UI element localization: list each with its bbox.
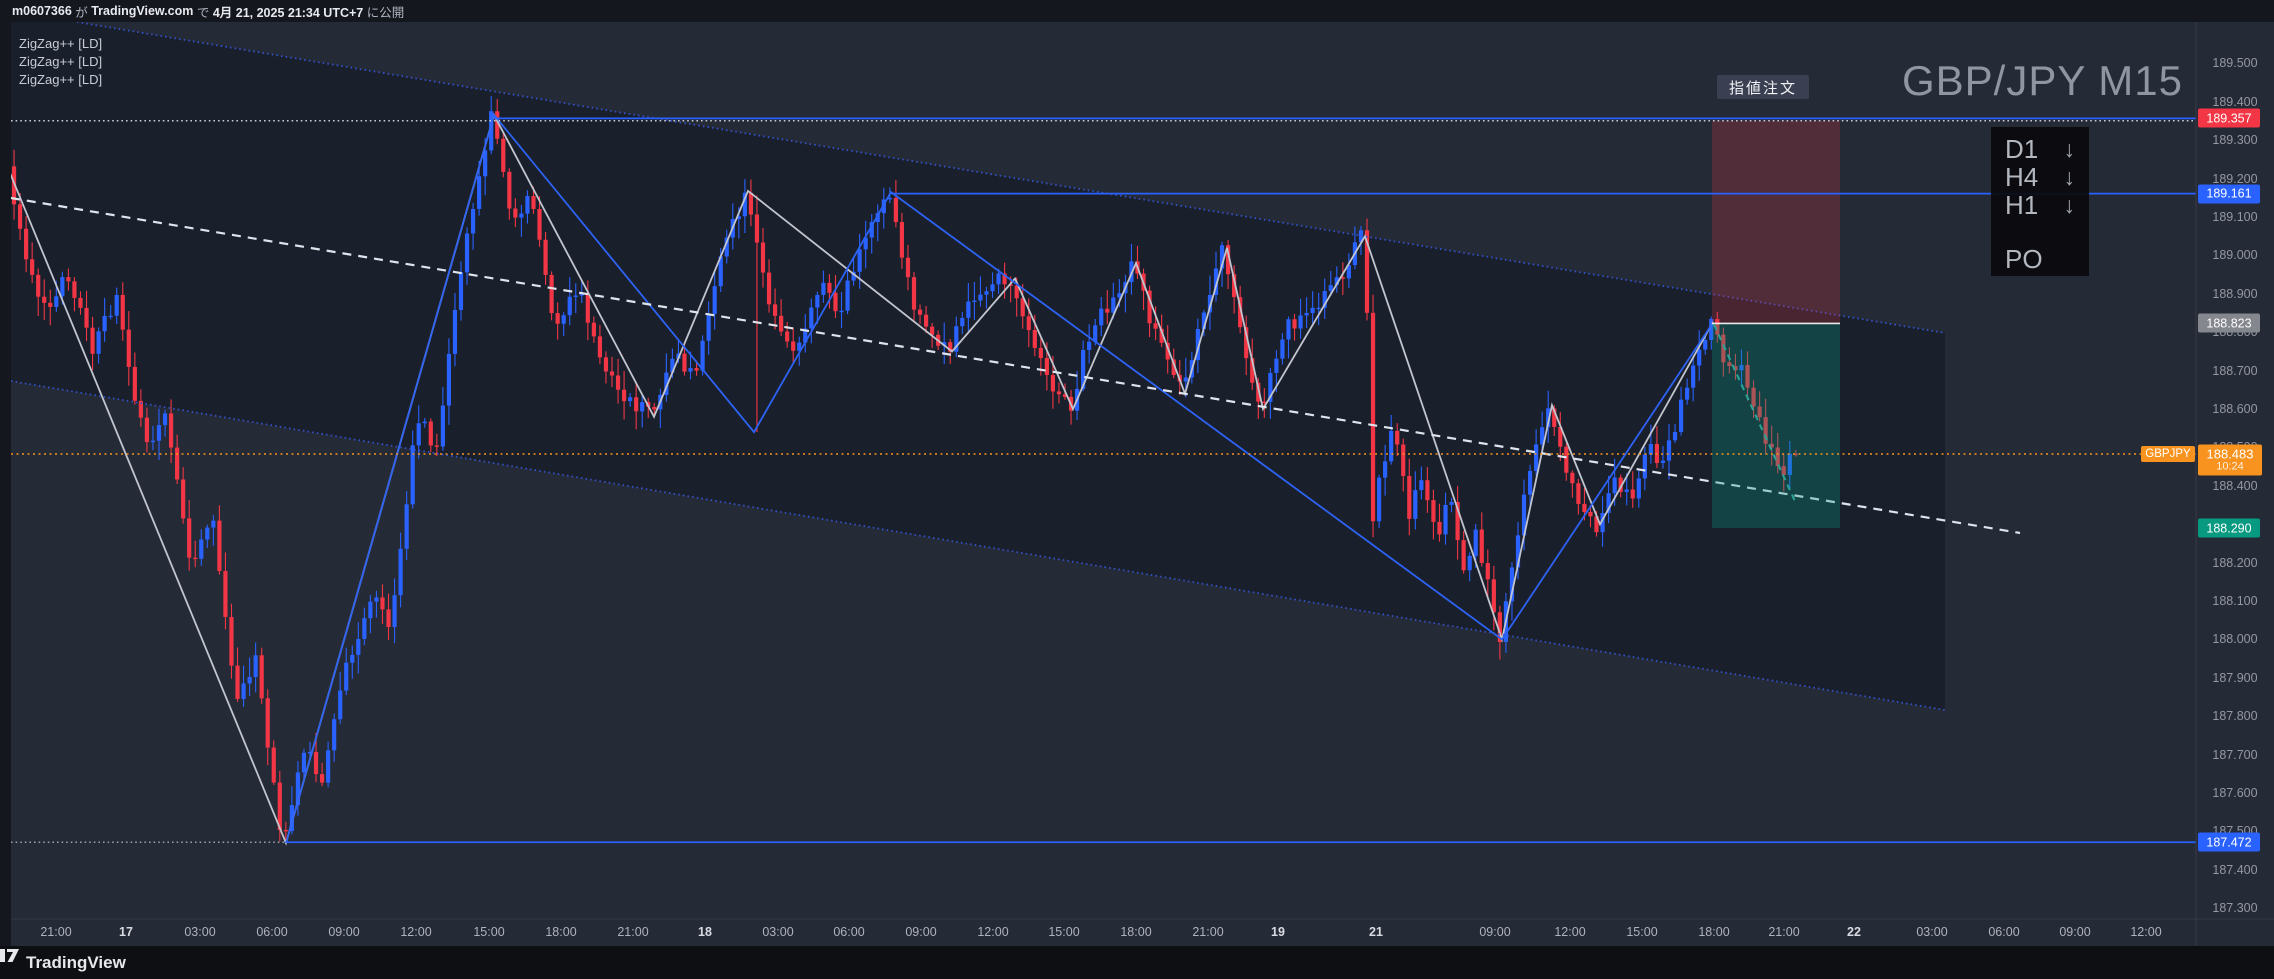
down-arrow-icon: ↓ [2063,191,2076,218]
price-tick-label: 189.500 [2212,56,2258,71]
indicator-label-zigzag-1[interactable]: ZigZag++ [LD] [19,36,103,51]
symbol-price-flag[interactable]: GBPJPY [2141,446,2195,462]
mtf-bias-panel: D1 ↓ H4 ↓ H1 ↓ PO [1991,127,2089,276]
mtf-row-h1: H1 ↓ [2005,189,2076,220]
price-tick-label: 187.400 [2212,862,2258,877]
price-tick-label: 188.100 [2212,594,2258,609]
time-tick-label: 21:00 [617,925,649,939]
price-tick-label: 188.000 [2212,632,2258,647]
publish-info-text: で [193,5,213,20]
time-tick-label: 09:00 [905,925,937,939]
mtf-row-d1: D1 ↓ [2005,133,2076,164]
price-tick-label: 189.300 [2212,133,2258,148]
time-tick-label: 12:00 [400,925,432,939]
mtf-timeframe-label: H4 [2005,161,2039,192]
time-tick-label: 21:00 [1192,925,1224,939]
time-tick-label: 03:00 [184,925,216,939]
time-tick-label: 09:00 [2059,925,2091,939]
mtf-timeframe-label: D1 [2005,133,2039,164]
publish-info-text: m0607366 [12,4,72,18]
time-tick-label: 12:00 [977,925,1009,939]
tradingview-logo-text[interactable]: TradingView [26,952,126,972]
publish-info-text: TradingView.com [91,4,194,18]
price-level-tag[interactable]: 189.357 [2198,108,2260,128]
price-level-tag[interactable]: 187.472 [2198,832,2260,852]
time-tick-label: 09:00 [1479,925,1511,939]
time-tick-label: 06:00 [1988,925,2020,939]
mtf-row-po: PO [2005,243,2075,274]
time-tick-label: 21:00 [40,925,72,939]
price-tick-label: 187.600 [2212,786,2258,801]
price-tick-label: 189.400 [2212,94,2258,109]
price-tick-label: 188.900 [2212,286,2258,301]
time-tick-label: 15:00 [473,925,505,939]
indicator-label-zigzag-3[interactable]: ZigZag++ [LD] [19,72,103,87]
limit-order-label[interactable]: 指値注文 [1717,75,1809,99]
time-tick-label: 15:00 [1048,925,1080,939]
down-arrow-icon: ↓ [2063,135,2076,162]
price-tick-label: 187.700 [2212,747,2258,762]
left-gutter [0,22,11,946]
bar-countdown: 10:24 [2216,460,2244,473]
footer-bar: TradingView [0,946,2274,979]
time-tick-label: 21:00 [1768,925,1800,939]
time-tick-label: 21 [1369,925,1383,939]
time-tick-label: 03:00 [762,925,794,939]
current-price-value: 188.483 [2206,446,2254,462]
price-tick-label: 189.000 [2212,248,2258,263]
price-tick-label: 189.200 [2212,171,2258,186]
down-arrow-icon: ↓ [2063,163,2076,190]
current-price-tag[interactable]: 188.483 10:24 [2198,444,2262,476]
price-tick-label: 187.800 [2212,709,2258,724]
price-level-tag[interactable]: 188.290 [2198,518,2260,538]
time-tick-label: 09:00 [328,925,360,939]
time-tick-label: 22 [1847,925,1861,939]
indicator-label-zigzag-2[interactable]: ZigZag++ [LD] [19,54,103,69]
price-tick-label: 188.600 [2212,402,2258,417]
time-tick-label: 15:00 [1626,925,1658,939]
time-tick-label: 17 [119,925,133,939]
price-tick-label: 189.100 [2212,210,2258,225]
publish-info-text: が [71,5,92,20]
publish-info-text: 4月 21, 2025 21:34 UTC+7 [212,5,364,20]
price-tick-label: 187.300 [2212,901,2258,916]
time-tick-label: 12:00 [1554,925,1586,939]
time-tick-label: 03:00 [1916,925,1948,939]
price-tick-label: 188.700 [2212,363,2258,378]
time-tick-label: 18 [698,925,712,939]
symbol-watermark: GBP/JPY M15 [1901,57,2183,104]
time-tick-label: 06:00 [833,925,865,939]
publish-info-bar: m0607366 が TradingView.com で 4月 21, 2025… [0,0,2274,22]
price-tick-label: 188.200 [2212,555,2258,570]
price-level-tag[interactable]: 189.161 [2198,184,2260,204]
time-tick-label: 12:00 [2130,925,2162,939]
time-tick-label: 18:00 [1698,925,1730,939]
price-tick-label: 188.400 [2212,478,2258,493]
price-level-tag[interactable]: 188.823 [2198,313,2260,333]
time-tick-label: 18:00 [545,925,577,939]
mtf-timeframe-label: PO [2005,243,2043,274]
mtf-timeframe-label: H1 [2005,189,2039,220]
mtf-row-h4: H4 ↓ [2005,161,2076,192]
time-tick-label: 18:00 [1120,925,1152,939]
price-tick-label: 187.900 [2212,670,2258,685]
time-tick-label: 19 [1271,925,1285,939]
publish-info-text: に公開 [363,5,405,20]
time-tick-label: 06:00 [256,925,288,939]
